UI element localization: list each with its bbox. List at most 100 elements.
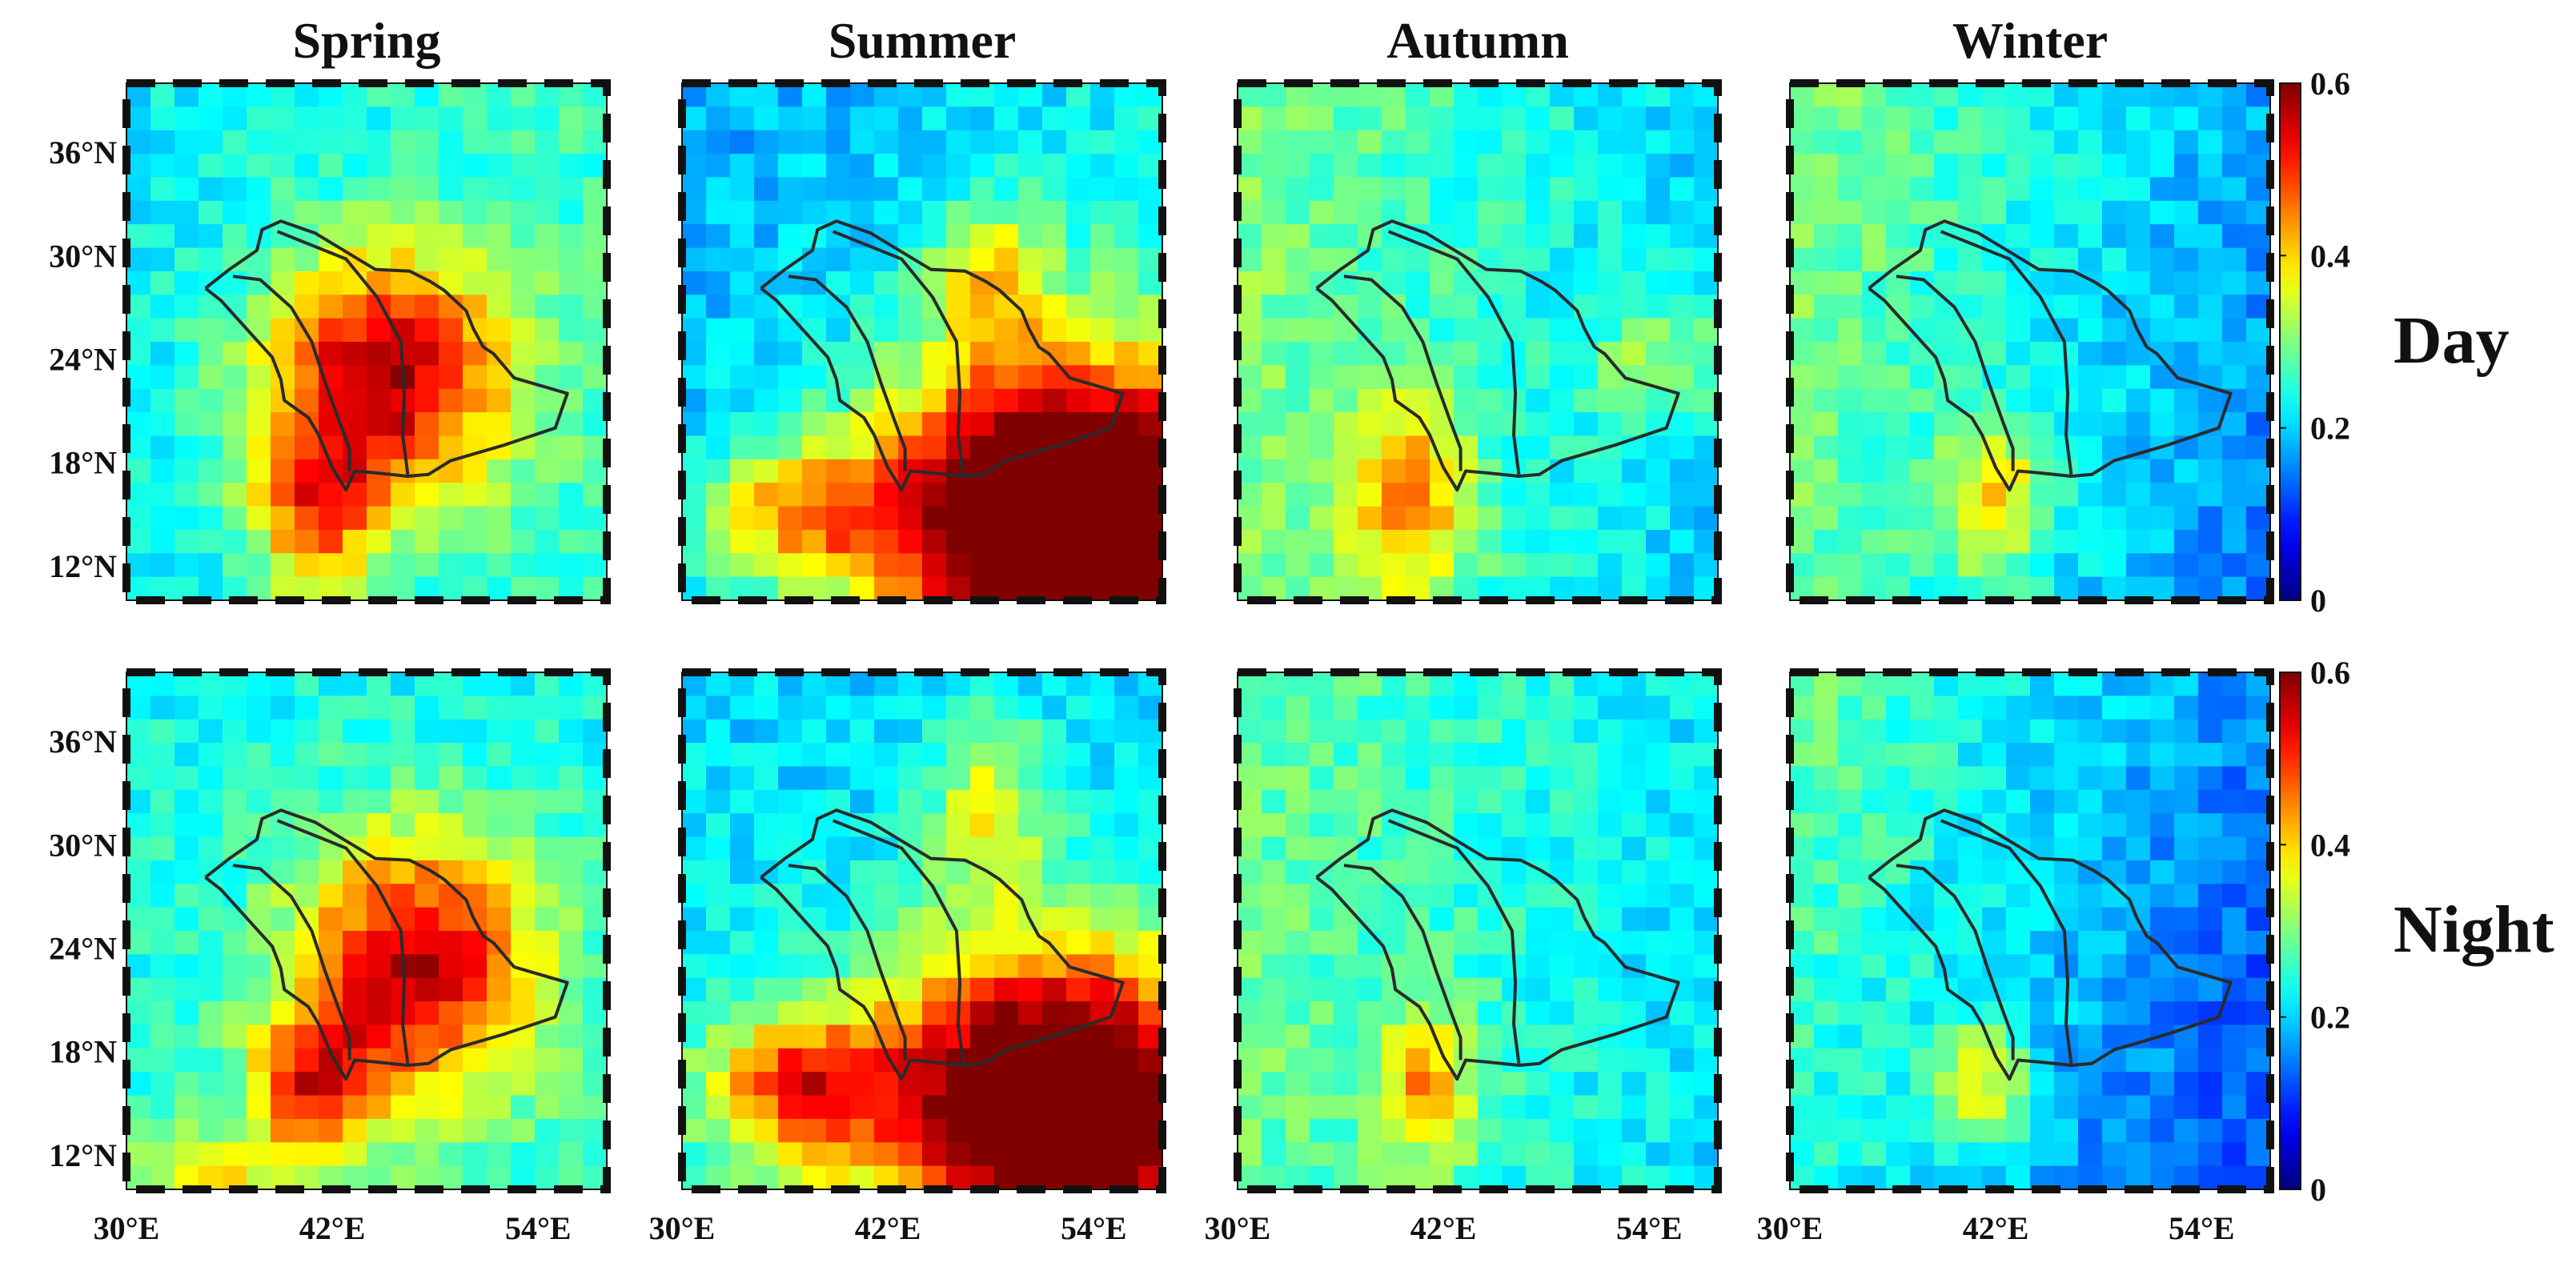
heat-cell — [1286, 318, 1310, 343]
map-panel-day-spring — [122, 79, 611, 604]
heat-cell — [1886, 907, 1911, 932]
heat-cell — [2006, 789, 2031, 814]
outline-inner-west — [1896, 864, 2015, 1060]
heat-cell — [415, 177, 439, 202]
heat-cell — [1358, 435, 1382, 460]
heat-cell — [706, 271, 731, 295]
heat-cell — [271, 719, 295, 744]
heat-cell — [1454, 1142, 1479, 1167]
heat-cell — [1286, 553, 1310, 578]
heat-cell — [850, 483, 875, 507]
heat-cell — [511, 931, 536, 955]
heat-cell — [1018, 743, 1043, 768]
heat-cell — [874, 1142, 899, 1167]
heat-cell — [2006, 365, 2031, 390]
heat-cell — [1934, 1142, 1959, 1167]
heat-cell — [1934, 719, 1959, 744]
heat-cell — [1334, 860, 1358, 884]
heat-cell — [1262, 154, 1286, 178]
heat-cell — [1670, 1118, 1695, 1143]
season-title-spring: Spring — [293, 12, 441, 69]
heat-cell — [754, 529, 779, 554]
heat-cell — [126, 506, 151, 531]
heat-cell — [898, 529, 923, 554]
heat-cell — [922, 860, 947, 884]
heat-cell — [1910, 954, 1935, 979]
heat-cell — [754, 789, 779, 814]
heat-cell — [1478, 506, 1503, 531]
heat-cell — [415, 200, 439, 225]
heat-cell — [1382, 743, 1406, 768]
heat-cell — [343, 696, 367, 720]
heat-cell — [2174, 1118, 2199, 1143]
heat-cell — [1286, 342, 1310, 366]
heat-cell — [343, 553, 367, 578]
heat-cell — [223, 719, 247, 744]
heat-cell — [126, 1001, 151, 1026]
heat-cell — [1646, 696, 1671, 720]
outline-kingdom — [760, 219, 1125, 492]
heat-cell — [2198, 318, 2223, 343]
heat-cell — [1406, 506, 1430, 531]
heat-cell — [1934, 553, 1959, 578]
heat-cell — [1790, 696, 1815, 720]
heat-cell — [850, 954, 875, 979]
heat-cell — [1838, 766, 1863, 791]
heat-cell — [247, 483, 271, 507]
heat-cell — [802, 1118, 827, 1143]
heat-cell — [223, 553, 247, 578]
heat-cell — [1478, 388, 1503, 413]
heat-cell — [1886, 696, 1911, 720]
heat-cell — [175, 1001, 199, 1026]
heat-cell — [1646, 1142, 1671, 1167]
heat-cell — [1886, 106, 1911, 131]
heat-cell — [535, 529, 560, 554]
heat-cell — [1598, 743, 1623, 768]
heat-cell — [1598, 459, 1623, 483]
heat-cell — [439, 365, 463, 390]
heat-cell — [1982, 766, 2007, 791]
heat-cell — [439, 342, 463, 366]
heat-cell — [1886, 388, 1911, 413]
heat-cell — [1958, 459, 1983, 483]
heat-cell — [1886, 553, 1911, 578]
heat-cell — [1286, 459, 1310, 483]
heat-cell — [730, 506, 755, 531]
heat-cell — [2030, 931, 2055, 955]
heat-cell — [415, 884, 439, 908]
heat-cell — [367, 154, 391, 178]
heat-cell — [1862, 977, 1887, 1002]
heat-cell — [898, 318, 923, 343]
heat-cell — [874, 200, 899, 225]
heat-cell — [1886, 177, 1911, 202]
heat-cell — [1090, 836, 1115, 861]
heat-cell — [1478, 860, 1503, 884]
heat-cell — [970, 1095, 995, 1120]
heat-cell — [1090, 1024, 1115, 1049]
heat-cell — [463, 977, 488, 1002]
heat-cell — [1910, 506, 1935, 531]
heat-cell — [295, 1142, 319, 1167]
heat-cell — [2222, 1095, 2247, 1120]
heat-cell — [1886, 789, 1911, 814]
heat-cell — [1790, 130, 1815, 154]
heat-cell — [1454, 388, 1479, 413]
heat-cell — [826, 1048, 851, 1073]
heat-cell — [1090, 860, 1115, 884]
heat-cell — [2198, 696, 2223, 720]
heat-cell — [2030, 412, 2055, 437]
heat-cell — [1622, 177, 1647, 202]
heat-cell — [1622, 860, 1647, 884]
heat-cell — [319, 177, 343, 202]
heat-cell — [2222, 106, 2247, 131]
heat-cell — [415, 106, 439, 131]
heat-cell — [1406, 1095, 1430, 1120]
heat-cell — [343, 719, 367, 744]
heat-cell — [511, 130, 536, 154]
heat-cell — [1550, 977, 1575, 1002]
heat-cell — [1862, 931, 1887, 955]
heat-cell — [2054, 860, 2079, 884]
heat-cell — [1262, 483, 1286, 507]
heat-cell — [1382, 719, 1406, 744]
heat-cell — [2126, 483, 2151, 507]
